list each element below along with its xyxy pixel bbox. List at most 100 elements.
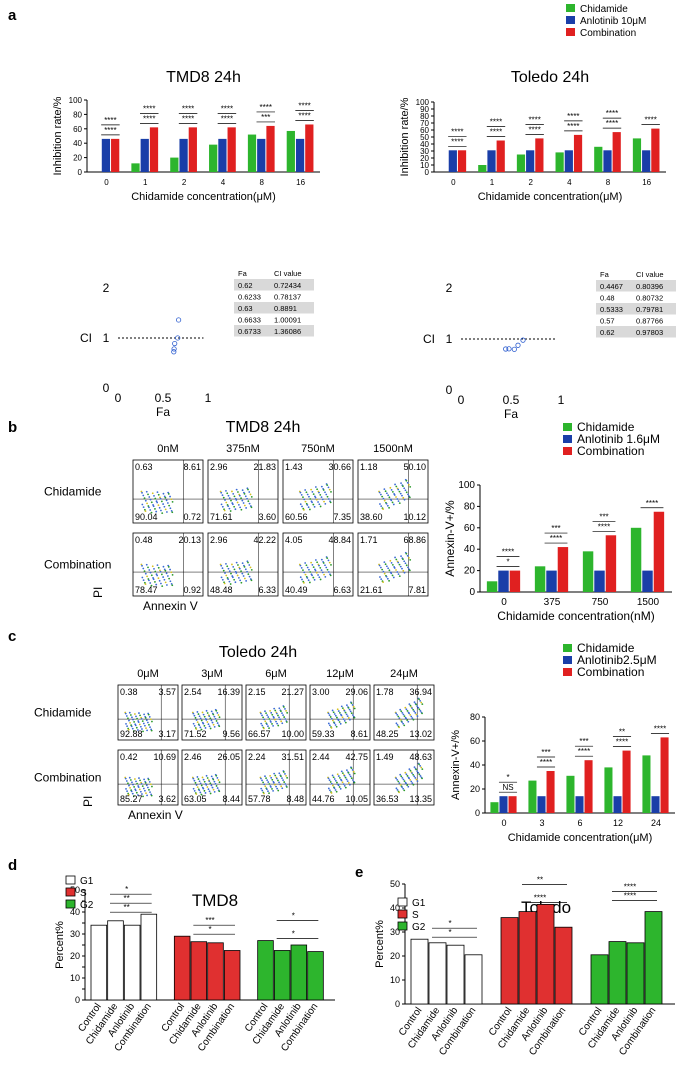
flow-event-dot (228, 497, 231, 500)
bar-combination (660, 737, 669, 813)
flow-event-dot (138, 712, 140, 714)
flow-event-dot (353, 772, 356, 775)
quadrant-lr-value: 3.17 (158, 729, 176, 739)
flow-event-dot (403, 715, 406, 718)
significance-label: * (125, 885, 128, 894)
significance-label: * (292, 930, 295, 939)
flow-plot (207, 532, 279, 597)
quadrant-ll-value: 48.25 (376, 729, 399, 739)
flow-event-dot (333, 713, 336, 715)
flow-event-dot (198, 780, 201, 783)
flow-event-dot (224, 572, 226, 574)
flow-event-dot (202, 787, 205, 790)
flow-event-dot (250, 495, 253, 498)
quadrant-lr-value: 8.48 (286, 794, 304, 804)
ci-x-axis-label: Fa (504, 407, 518, 421)
legend-swatch (397, 921, 408, 931)
flow-event-dot (314, 496, 317, 499)
flow-event-dot (267, 781, 270, 783)
flow-event-dot (331, 709, 334, 712)
flow-event-dot (402, 778, 405, 781)
significance-label: **** (502, 548, 514, 557)
flow-event-dot (142, 506, 145, 509)
flow-event-dot (262, 781, 264, 784)
flow-event-dot (237, 503, 240, 506)
bar-combination (509, 570, 521, 592)
flow-event-dot (398, 782, 401, 785)
flow-event-dot (162, 492, 165, 495)
bar-anlotinib-10-m (218, 138, 227, 172)
flow-event-dot (227, 505, 230, 508)
quadrant-lr-value: 6.63 (333, 585, 351, 595)
ci-table-row (234, 302, 314, 314)
flow-event-dot (153, 568, 155, 570)
flow-event-dot (237, 564, 239, 566)
flow-event-dot (203, 780, 206, 783)
flow-event-dot (222, 496, 225, 499)
flow-event-dot (125, 715, 128, 717)
flow-event-dot (349, 710, 352, 713)
flow-event-dot (215, 774, 218, 777)
significance-label: **** (182, 114, 194, 123)
flow-event-dot (306, 577, 309, 579)
ci-table-row (234, 279, 314, 291)
significance-label: **** (654, 724, 666, 733)
flow-event-dot (404, 489, 407, 492)
flow-event-dot (210, 719, 213, 722)
flow-event-dot (343, 709, 346, 712)
bar-chidamide (131, 163, 140, 172)
bar-combination (149, 127, 159, 172)
ci-table-cell: 0.78137 (274, 293, 301, 302)
row-label: Combination (44, 558, 111, 572)
significance-label: * (506, 773, 509, 782)
flow-event-dot (332, 776, 335, 779)
ci-x-tick: 0 (115, 391, 122, 405)
flow-event-dot (148, 723, 150, 726)
quadrant-ur-value: 42.75 (345, 752, 368, 762)
ci-x-tick: 0 (458, 393, 465, 407)
flow-event-dot (346, 715, 349, 718)
flow-event-dot (348, 718, 351, 721)
flow-event-dot (350, 777, 353, 780)
flow-event-dot (347, 717, 350, 719)
flow-event-dot (160, 500, 163, 503)
flow-event-dot (408, 777, 410, 780)
legend-label: G2 (80, 900, 94, 911)
flow-event-dot (229, 510, 232, 512)
flow-event-dot (211, 721, 214, 724)
flow-event-dot (148, 579, 150, 582)
y-tick-label: 40 (464, 544, 476, 555)
quadrant-ur-value: 21.83 (253, 462, 276, 472)
quadrant-ul-value: 0.63 (135, 462, 153, 472)
significance-label: *** (599, 512, 608, 521)
flow-event-dot (267, 790, 269, 793)
flow-event-dot (131, 727, 134, 730)
flow-event-dot (153, 495, 155, 497)
ci-table-cell: 0.48 (600, 294, 615, 303)
flow-event-dot (350, 702, 353, 705)
flow-event-dot (303, 571, 306, 574)
flow-event-dot (205, 774, 208, 777)
flow-event-dot (132, 783, 134, 786)
flow-event-dot (405, 564, 408, 567)
flow-event-dot (222, 569, 225, 572)
flow-event-dot (408, 703, 411, 706)
flow-event-dot (152, 505, 155, 508)
y-tick-label: 0 (469, 587, 475, 598)
flow-event-dot (236, 574, 239, 577)
flow-event-dot (396, 789, 399, 791)
flow-event-dot (275, 785, 277, 788)
flow-event-dot (384, 490, 387, 493)
concentration-label: 1500nM (373, 443, 413, 455)
bar-g2 (257, 940, 274, 1001)
flow-event-dot (141, 564, 143, 567)
x-tick-label: 12 (613, 818, 623, 828)
flow-event-dot (327, 722, 330, 725)
flow-event-dot (138, 788, 141, 791)
flow-event-dot (206, 777, 209, 779)
flow-event-dot (320, 569, 323, 572)
flow-event-dot (395, 496, 397, 498)
flow-event-dot (150, 574, 153, 577)
ci-table-cell: 0.87766 (636, 317, 663, 326)
bar-g1 (107, 920, 124, 1001)
